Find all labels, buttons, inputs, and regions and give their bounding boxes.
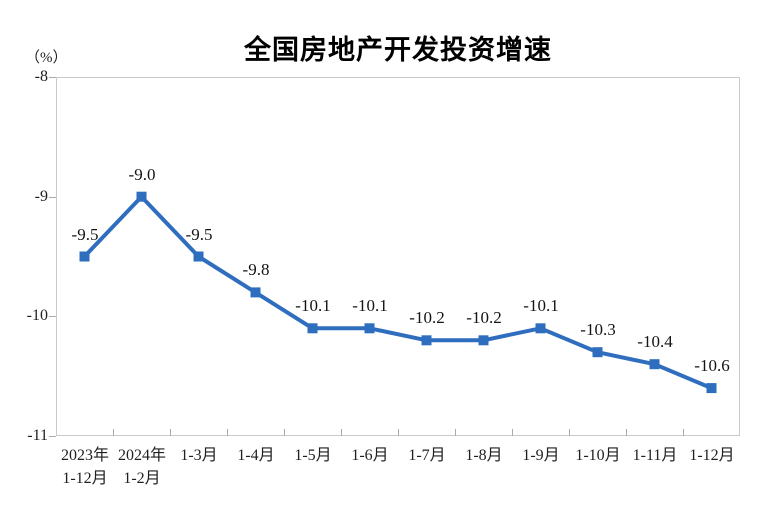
x-axis-label: 2024年 1-2月 [117, 447, 166, 487]
data-point-marker [193, 251, 204, 262]
data-point-marker [421, 335, 432, 346]
data-point-marker [307, 323, 318, 334]
y-axis-label: -8 [34, 68, 48, 85]
data-point-marker [649, 359, 660, 370]
data-point-marker [364, 323, 375, 334]
data-point-label: -10.2 [466, 308, 502, 327]
x-axis-label: 1-12月 [689, 447, 735, 464]
data-point-marker [706, 383, 717, 394]
data-point-marker [136, 191, 147, 202]
data-point-label: -9.0 [128, 165, 156, 184]
data-point-label: -10.1 [523, 296, 559, 315]
x-axis-label: 1-7月 [408, 447, 446, 464]
data-point-marker [478, 335, 489, 346]
data-line [82, 194, 714, 391]
data-point-label: -10.3 [580, 320, 616, 339]
x-axis-label: 1-11月 [632, 447, 678, 464]
x-axis-label: 1-10月 [575, 447, 621, 464]
x-axis-label: 1-8月 [465, 447, 503, 464]
data-point-label: -10.1 [352, 296, 388, 315]
x-axis-label: 1-5月 [294, 447, 332, 464]
data-point-label: -10.1 [295, 296, 331, 315]
x-axis-label: 2023年 1-12月 [60, 447, 109, 487]
data-point-label: -9.5 [185, 225, 213, 244]
data-point-label: -10.4 [637, 332, 673, 351]
plot-border [56, 77, 740, 436]
x-axis-label: 1-4月 [237, 447, 275, 464]
data-point-marker [592, 347, 603, 358]
data-point-label: -9.8 [242, 260, 270, 279]
y-axis-label: -11 [27, 427, 48, 444]
data-point-marker [535, 323, 546, 334]
x-axis-label: 1-6月 [351, 447, 389, 464]
data-point-label: -10.2 [409, 308, 445, 327]
x-axis-label: 1-3月 [180, 447, 218, 464]
y-axis-label: -10 [26, 307, 48, 324]
y-axis-label: -9 [34, 188, 48, 205]
chart-title: 全国房地产开发投资增速 [244, 35, 552, 65]
y-axis-unit-label: （%） [25, 50, 68, 66]
data-point-marker [250, 287, 261, 298]
data-point-label: -9.5 [71, 225, 99, 244]
data-point-label: -10.6 [694, 356, 730, 375]
data-point-marker [79, 251, 90, 262]
x-axis-label: 1-9月 [522, 447, 560, 464]
